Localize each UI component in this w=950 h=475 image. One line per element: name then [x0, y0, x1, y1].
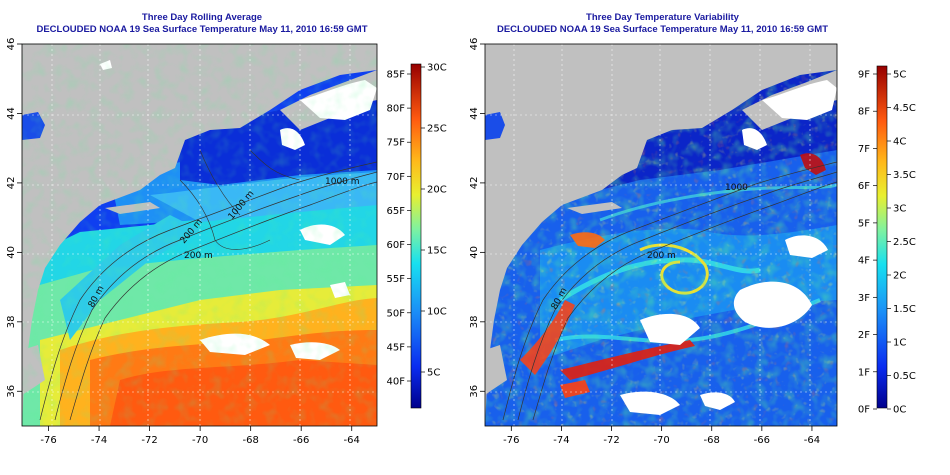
left-map-axes: -76 -74 -72 -70 -68 -66 -64 36 38 40 42 44 46 [6, 38, 360, 446]
left-y-tick-label: 36 [6, 385, 17, 398]
left-cb-c-label: 20C [427, 185, 447, 196]
left-colorbar-fahrenheit-labels: 85F 80F 75F 70F 65F 60F 55F 50F 45F 40F [387, 70, 411, 388]
right-y-tick-label: 42 [469, 177, 480, 190]
right-colorbar [876, 65, 888, 409]
left-map-title-block: Three Day Rolling Average DECLOUDED NOAA… [22, 12, 382, 36]
right-variability-map: 80 m 200 m 1000 [485, 44, 837, 426]
right-map-frame [484, 43, 838, 427]
left-cb-c-label: 5C [427, 368, 440, 379]
right-x-tick-label: -68 [704, 435, 720, 446]
right-cb-c-label: 1.5C [893, 304, 916, 315]
left-y-tick-label: 44 [6, 107, 17, 120]
right-y-tick-label: 44 [469, 107, 480, 120]
right-cb-c-label: 3.5C [893, 170, 916, 181]
left-cb-f-label: 75F [387, 138, 406, 149]
right-contour-label-200m: 200 m [647, 251, 676, 261]
left-cb-f-label: 40F [387, 377, 406, 388]
left-x-tick-label: -74 [91, 435, 107, 446]
left-map-frame [21, 43, 378, 427]
left-cb-f-label: 80F [387, 104, 406, 115]
right-cb-f-label: 5F [858, 218, 870, 229]
right-x-tick-label: -72 [603, 435, 619, 446]
left-cb-f-label: 50F [387, 308, 406, 319]
right-cb-c-label: 4C [893, 137, 906, 148]
right-cb-f-label: 1F [858, 367, 870, 378]
left-y-tick-label: 46 [6, 38, 17, 51]
left-cb-f-label: 45F [387, 342, 406, 353]
left-x-tick-label: -76 [40, 435, 56, 446]
left-x-tick-label: -68 [242, 435, 258, 446]
right-cb-c-label: 0.5C [893, 371, 916, 382]
left-colorbar [410, 63, 422, 409]
right-y-tick-label: 40 [469, 246, 480, 259]
right-cb-c-label: 2.5C [893, 237, 916, 248]
right-cb-c-label: 4.5C [893, 103, 916, 114]
right-cb-f-label: 6F [858, 181, 870, 192]
left-map-subtitle: DECLOUDED NOAA 19 Sea Surface Temperatur… [36, 24, 368, 35]
left-cb-f-label: 85F [387, 70, 406, 81]
right-cb-f-label: 7F [858, 144, 870, 155]
right-cb-f-label: 0F [858, 405, 870, 416]
right-y-tick-label: 38 [469, 315, 480, 328]
left-x-tick-label: -70 [192, 435, 208, 446]
right-contour-label-1000: 1000 [725, 183, 748, 193]
right-map-title: Three Day Temperature Variability [586, 12, 739, 23]
right-cb-c-label: 2C [893, 271, 906, 282]
left-x-tick-label: -72 [141, 435, 157, 446]
left-cb-f-label: 70F [387, 172, 406, 183]
right-x-tick-label: -74 [553, 435, 569, 446]
left-sst-map: 80 m 200 m 1000 m 200 m 1000 m [22, 44, 377, 426]
right-x-tick-label: -64 [804, 435, 820, 446]
right-cb-f-label: 9F [858, 70, 870, 81]
left-y-tick-label: 42 [6, 177, 17, 190]
left-cb-c-label: 25C [427, 124, 447, 135]
left-cb-c-label: 10C [427, 307, 447, 318]
left-cb-c-label: 15C [427, 246, 447, 257]
left-y-tick-label: 40 [6, 246, 17, 259]
right-cb-f-label: 3F [858, 293, 870, 304]
left-y-tick-label: 38 [6, 315, 17, 328]
left-x-tick-label: -66 [293, 435, 309, 446]
right-cb-c-label: 3C [893, 204, 906, 215]
right-map-title-block: Three Day Temperature Variability DECLOU… [485, 12, 840, 36]
right-y-tick-label: 36 [469, 385, 480, 398]
right-x-tick-label: -76 [503, 435, 519, 446]
right-cb-f-label: 4F [858, 256, 870, 267]
left-map-title: Three Day Rolling Average [141, 12, 263, 23]
left-cb-f-label: 65F [387, 206, 406, 217]
left-cb-c-label: 30C [427, 63, 447, 74]
left-cb-f-label: 55F [387, 274, 406, 285]
left-contour-label-200m: 200 m [184, 251, 213, 261]
right-cb-f-label: 8F [858, 107, 870, 118]
right-cb-c-label: 5C [893, 70, 906, 81]
left-colorbar-celsius-labels: 30C 25C 20C 15C 10C 5C [421, 63, 447, 379]
right-cb-c-label: 1C [893, 338, 906, 349]
right-y-tick-label: 46 [469, 38, 480, 51]
right-x-tick-label: -70 [653, 435, 669, 446]
right-x-tick-label: -66 [754, 435, 770, 446]
left-x-tick-label: -64 [344, 435, 360, 446]
right-colorbar-celsius-labels: 5C 4.5C 4C 3.5C 3C 2.5C 2C 1.5C 1C 0.5C 0C [887, 70, 916, 416]
right-colorbar-fahrenheit-labels: 9F 8F 7F 6F 5F 4F 3F 2F 1F 0F [858, 70, 877, 416]
right-map-subtitle: DECLOUDED NOAA 19 Sea Surface Temperatur… [496, 24, 829, 35]
left-cb-f-label: 60F [387, 240, 406, 251]
right-map-axes: -76 -74 -72 -70 -68 -66 -64 36 38 40 42 44 46 [469, 38, 820, 446]
right-cb-c-label: 0C [893, 405, 906, 416]
right-cb-f-label: 2F [858, 330, 870, 341]
left-contour-label-1000m: 1000 m [325, 177, 360, 187]
